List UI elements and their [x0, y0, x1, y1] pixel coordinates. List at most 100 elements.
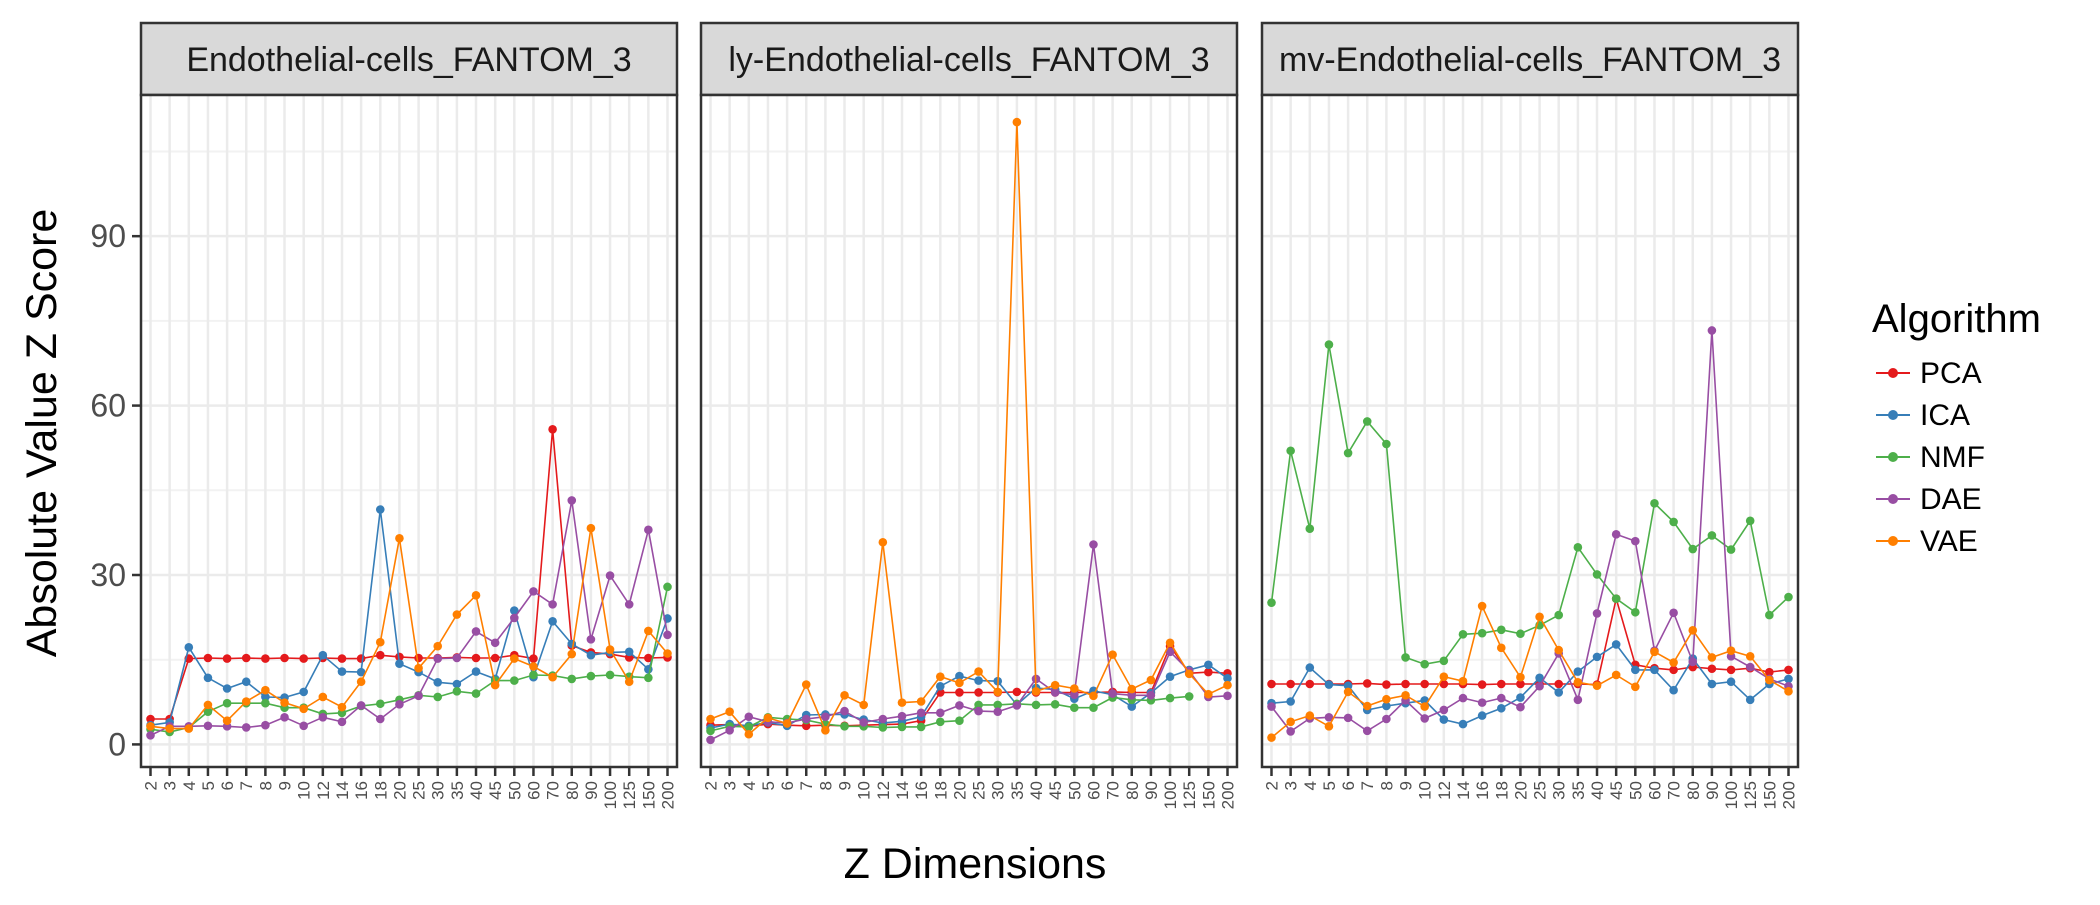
- x-tick-label: 7: [1358, 781, 1377, 790]
- x-tick-label: 100: [601, 781, 620, 809]
- data-point-dae: [725, 725, 734, 735]
- data-point-pca: [1267, 679, 1276, 689]
- data-point-pca: [1784, 665, 1793, 675]
- data-point-nmf: [1573, 543, 1583, 552]
- data-point-pca: [1554, 679, 1564, 689]
- data-point-dae: [1477, 698, 1487, 707]
- x-tick-label: 20: [950, 781, 969, 800]
- data-point-vae: [1592, 681, 1602, 690]
- data-point-pca: [1707, 664, 1717, 674]
- data-point-vae: [1573, 677, 1583, 687]
- data-point-dae: [452, 653, 462, 663]
- data-point-dae: [1688, 657, 1698, 667]
- data-point-vae: [318, 692, 328, 702]
- data-point-nmf: [375, 699, 385, 709]
- data-point-dae: [1012, 701, 1022, 710]
- data-point-dae: [1420, 714, 1429, 723]
- data-point-nmf: [1089, 703, 1098, 713]
- x-tick-label: 70: [1665, 781, 1684, 800]
- data-point-dae: [916, 708, 926, 718]
- data-point-ica: [1127, 702, 1137, 711]
- data-point-ica: [337, 667, 347, 676]
- data-point-vae: [821, 725, 830, 735]
- data-point-pca: [1401, 679, 1410, 689]
- data-point-nmf: [1305, 524, 1315, 533]
- x-tick-label: 7: [237, 781, 256, 790]
- data-point-vae: [993, 687, 1003, 697]
- data-point-pca: [974, 688, 983, 697]
- data-point-dae: [356, 701, 366, 710]
- data-point-dae: [548, 600, 557, 609]
- data-point-ica: [1439, 715, 1449, 724]
- data-point-nmf: [471, 689, 481, 698]
- data-point-nmf: [1070, 703, 1079, 713]
- x-tick-label: 8: [816, 781, 835, 790]
- data-point-ica: [1745, 695, 1755, 705]
- data-point-ica: [452, 679, 462, 689]
- series-nmf: [1267, 340, 1793, 669]
- data-point-vae: [1184, 669, 1194, 679]
- legend-item-pca: PCA: [1876, 357, 1982, 390]
- data-point-dae: [375, 714, 385, 724]
- series-line-vae: [1270, 603, 1789, 739]
- x-tick-label: 35: [1008, 781, 1027, 800]
- x-tick-label: 90: [1703, 781, 1722, 800]
- data-point-ica: [1324, 680, 1334, 689]
- panels: Endothelial-cells_FANTOM_32 3 4 5 6 7 8 9 10 12 14…: [90, 21, 1800, 809]
- x-tick-label: 18: [1492, 781, 1511, 800]
- data-point-vae: [433, 641, 443, 651]
- series-line-nmf: [150, 586, 669, 733]
- data-point-pca: [1516, 679, 1525, 689]
- data-point-pca: [299, 654, 308, 663]
- data-point-pca: [1477, 680, 1487, 689]
- data-point-pca: [261, 654, 270, 663]
- data-point-vae: [375, 637, 385, 647]
- data-point-dae: [624, 600, 634, 609]
- data-point-pca: [146, 714, 155, 724]
- x-tick-label: 100: [1722, 781, 1741, 809]
- data-point-nmf: [433, 692, 443, 702]
- x-tick-label: 70: [544, 781, 563, 800]
- y-tick-label: 30: [90, 557, 126, 593]
- panel-strip-label: ly-Endothelial-cells_FANTOM_3: [728, 41, 1209, 79]
- data-point-dae: [1362, 726, 1372, 736]
- data-point-vae: [395, 533, 404, 543]
- data-point-vae: [859, 700, 868, 710]
- data-point-vae: [1305, 711, 1315, 720]
- data-point-dae: [1382, 714, 1391, 724]
- data-point-pca: [337, 654, 347, 663]
- data-point-ica: [1726, 677, 1736, 687]
- x-tick-label: 16: [912, 781, 931, 800]
- data-point-vae: [1784, 687, 1793, 696]
- data-point-pca: [471, 653, 481, 663]
- legend: Algorithm PCA ICA NMF DAE VAE: [1872, 297, 2041, 558]
- x-tick-label: 20: [1511, 781, 1530, 800]
- data-point-pca: [1496, 679, 1506, 689]
- x-tick-label: 80: [563, 781, 582, 800]
- y-tick-label: 90: [90, 218, 126, 254]
- data-point-nmf: [1165, 693, 1175, 703]
- x-tick-label: 45: [1607, 781, 1626, 800]
- data-point-ica: [1707, 679, 1717, 689]
- data-point-nmf: [1496, 625, 1506, 635]
- x-tick-label: 40: [1027, 781, 1046, 800]
- data-point-ica: [1305, 663, 1315, 672]
- x-tick-label: 10: [1416, 781, 1435, 800]
- data-point-vae: [1745, 652, 1755, 661]
- data-point-dae: [1127, 690, 1137, 700]
- data-point-dae: [433, 654, 443, 663]
- data-point-vae: [567, 649, 577, 659]
- data-point-dae: [993, 707, 1003, 716]
- data-point-vae: [1165, 638, 1175, 648]
- data-point-vae: [1401, 690, 1410, 700]
- data-point-dae: [955, 701, 964, 710]
- data-point-vae: [529, 662, 538, 671]
- data-point-vae: [935, 672, 945, 681]
- x-tick-label: 30: [429, 781, 448, 800]
- data-point-ica: [471, 667, 481, 676]
- data-point-dae: [1631, 536, 1640, 546]
- data-point-vae: [586, 523, 596, 533]
- x-tick-label: 9: [1397, 781, 1416, 790]
